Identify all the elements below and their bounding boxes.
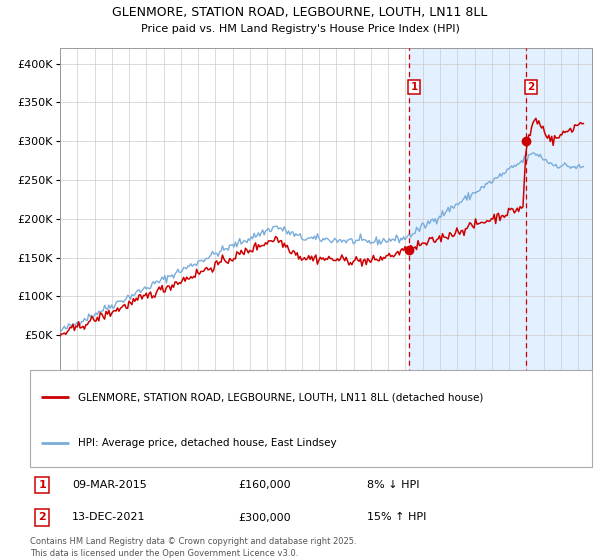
Text: £160,000: £160,000 <box>238 479 290 489</box>
Text: 1: 1 <box>410 82 418 92</box>
Text: 1: 1 <box>38 479 46 489</box>
Text: HPI: Average price, detached house, East Lindsey: HPI: Average price, detached house, East… <box>78 438 337 448</box>
Text: GLENMORE, STATION ROAD, LEGBOURNE, LOUTH, LN11 8LL: GLENMORE, STATION ROAD, LEGBOURNE, LOUTH… <box>112 6 488 19</box>
Text: £300,000: £300,000 <box>238 512 290 522</box>
Text: 8% ↓ HPI: 8% ↓ HPI <box>367 479 420 489</box>
Text: Contains HM Land Registry data © Crown copyright and database right 2025.
This d: Contains HM Land Registry data © Crown c… <box>30 536 356 558</box>
Text: 2: 2 <box>38 512 46 522</box>
Text: Price paid vs. HM Land Registry's House Price Index (HPI): Price paid vs. HM Land Registry's House … <box>140 24 460 34</box>
Text: 15% ↑ HPI: 15% ↑ HPI <box>367 512 427 522</box>
Text: GLENMORE, STATION ROAD, LEGBOURNE, LOUTH, LN11 8LL (detached house): GLENMORE, STATION ROAD, LEGBOURNE, LOUTH… <box>78 392 483 402</box>
Text: 2: 2 <box>527 82 535 92</box>
Bar <box>409 48 600 374</box>
Text: 09-MAR-2015: 09-MAR-2015 <box>72 479 147 489</box>
Text: 13-DEC-2021: 13-DEC-2021 <box>72 512 146 522</box>
FancyBboxPatch shape <box>30 370 592 467</box>
